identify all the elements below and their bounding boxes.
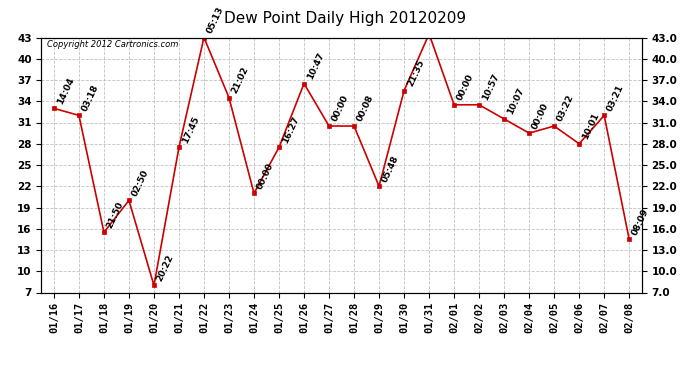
Text: 05:13: 05:13 [206, 5, 226, 35]
Text: 10:47: 10:47 [306, 51, 326, 81]
Text: 00:00: 00:00 [455, 73, 475, 102]
Text: 10:57: 10:57 [480, 72, 501, 102]
Text: 02:50: 02:50 [130, 168, 150, 198]
Text: 20:22: 20:22 [155, 253, 175, 283]
Text: 08:09: 08:09 [631, 207, 651, 237]
Text: 21:35: 21:35 [406, 58, 426, 88]
Text: 00:00: 00:00 [255, 161, 275, 190]
Text: 10:07: 10:07 [506, 87, 526, 116]
Text: 00:00: 00:00 [531, 101, 551, 130]
Text: 03:18: 03:18 [80, 83, 101, 112]
Text: 00:08: 00:08 [355, 94, 375, 123]
Text: 05:48: 05:48 [380, 154, 401, 183]
Text: 03:21: 03:21 [606, 83, 626, 112]
Text: 21:50: 21:50 [106, 200, 126, 230]
Text: 14:04: 14:04 [55, 76, 76, 105]
Text: 16:27: 16:27 [280, 115, 301, 144]
Text: Copyright 2012 Cartronics.com: Copyright 2012 Cartronics.com [48, 40, 179, 49]
Text: 21:02: 21:02 [230, 65, 250, 95]
Text: 12:02: 12:02 [0, 374, 1, 375]
Text: Dew Point Daily High 20120209: Dew Point Daily High 20120209 [224, 11, 466, 26]
Text: 00:00: 00:00 [331, 94, 351, 123]
Text: 17:45: 17:45 [180, 114, 201, 144]
Text: 10:01: 10:01 [580, 111, 601, 141]
Text: 03:22: 03:22 [555, 94, 575, 123]
